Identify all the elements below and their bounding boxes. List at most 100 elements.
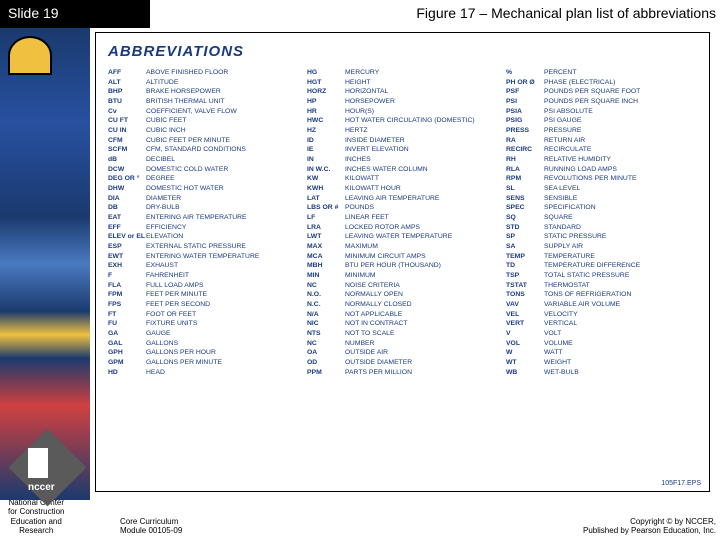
- abbreviation-row: NCNOISE CRITERIA: [307, 281, 498, 290]
- abbreviation-value: SQUARE: [544, 213, 697, 222]
- abbreviation-row: TSTATTHERMOSTAT: [506, 281, 697, 290]
- abbreviation-value: PSI GAUGE: [544, 116, 697, 125]
- abbreviation-row: AFFABOVE FINISHED FLOOR: [108, 68, 299, 77]
- abbreviation-key: SENS: [506, 194, 544, 203]
- figure-title: Figure 17 – Mechanical plan list of abbr…: [416, 5, 716, 21]
- abbreviation-row: MAXMAXIMUM: [307, 242, 498, 251]
- abbreviation-value: STATIC PRESSURE: [544, 232, 697, 241]
- abbreviation-key: NIC: [307, 319, 345, 328]
- abbreviation-key: TSTAT: [506, 281, 544, 290]
- abbreviation-key: WT: [506, 358, 544, 367]
- footer-org-line: Education and: [8, 517, 64, 527]
- abbreviation-key: LRA: [307, 223, 345, 232]
- abbreviation-row: HWCHOT WATER CIRCULATING (DOMESTIC): [307, 116, 498, 125]
- abbreviation-key: NC: [307, 281, 345, 290]
- abbreviation-key: ALT: [108, 78, 146, 87]
- abbreviation-value: REVOLUTIONS PER MINUTE: [544, 174, 697, 183]
- abbreviation-value: VARIABLE AIR VOLUME: [544, 300, 697, 309]
- abbreviation-key: LF: [307, 213, 345, 222]
- abbreviation-key: ELEV or EL: [108, 232, 146, 241]
- abbreviation-key: BTU: [108, 97, 146, 106]
- abbreviation-value: VOLT: [544, 329, 697, 338]
- abbreviation-value: ENTERING WATER TEMPERATURE: [146, 252, 299, 261]
- abbreviation-row: FUFIXTURE UNITS: [108, 319, 299, 328]
- abbreviation-row: GAGAUGE: [108, 329, 299, 338]
- abbreviation-key: EAT: [108, 213, 146, 222]
- abbreviation-value: KILOWATT HOUR: [345, 184, 498, 193]
- abbreviation-value: ABOVE FINISHED FLOOR: [146, 68, 299, 77]
- abbreviation-key: FPS: [108, 300, 146, 309]
- abbreviation-key: RECIRC: [506, 145, 544, 154]
- abbreviation-key: PSF: [506, 87, 544, 96]
- abbreviation-key: %: [506, 68, 544, 77]
- abbreviation-row: GPHGALLONS PER HOUR: [108, 348, 299, 357]
- abbreviation-value: VERTICAL: [544, 319, 697, 328]
- abbreviation-value: PERCENT: [544, 68, 697, 77]
- abbreviation-value: VELOCITY: [544, 310, 697, 319]
- abbreviation-key: FT: [108, 310, 146, 319]
- abbreviation-key: DB: [108, 203, 146, 212]
- abbreviation-value: BRAKE HORSEPOWER: [146, 87, 299, 96]
- abbreviation-key: EWT: [108, 252, 146, 261]
- footer-org-line: Research: [8, 526, 64, 536]
- abbreviation-key: GPH: [108, 348, 146, 357]
- abbreviation-value: BRITISH THERMAL UNIT: [146, 97, 299, 106]
- abbreviation-key: RH: [506, 155, 544, 164]
- abbreviation-value: HEAD: [146, 368, 299, 377]
- abbreviation-key: FLA: [108, 281, 146, 290]
- abbreviations-panel: ABBREVIATIONS AFFABOVE FINISHED FLOORALT…: [95, 32, 710, 492]
- abbreviation-row: PSIPOUNDS PER SQUARE INCH: [506, 97, 697, 106]
- abbreviation-value: WET-BULB: [544, 368, 697, 377]
- abbreviation-value: ENTERING AIR TEMPERATURE: [146, 213, 299, 222]
- abbreviation-row: EWTENTERING WATER TEMPERATURE: [108, 252, 299, 261]
- abbreviation-row: IEINVERT ELEVATION: [307, 145, 498, 154]
- abbreviation-value: HOUR(S): [345, 107, 498, 116]
- abbreviation-row: ALTALTITUDE: [108, 78, 299, 87]
- abbreviation-value: FEET PER SECOND: [146, 300, 299, 309]
- abbreviation-value: STANDARD: [544, 223, 697, 232]
- abbreviation-key: SL: [506, 184, 544, 193]
- abbreviation-row: VERTVERTICAL: [506, 319, 697, 328]
- abbreviation-value: WATT: [544, 348, 697, 357]
- abbreviation-key: KW: [307, 174, 345, 183]
- abbreviation-key: MCA: [307, 252, 345, 261]
- abbreviation-row: EATENTERING AIR TEMPERATURE: [108, 213, 299, 222]
- abbreviation-value: NOT TO SCALE: [345, 329, 498, 338]
- abbreviation-value: TOTAL STATIC PRESSURE: [544, 271, 697, 280]
- abbreviation-value: DIAMETER: [146, 194, 299, 203]
- abbreviation-row: TONSTONS OF REFRIGERATION: [506, 290, 697, 299]
- footer-mid-line: Module 00105-09: [120, 526, 182, 536]
- abbreviation-key: LAT: [307, 194, 345, 203]
- abbreviation-row: WWATT: [506, 348, 697, 357]
- abbreviation-key: LBS OR #: [307, 203, 345, 212]
- abbreviation-row: HORZHORIZONTAL: [307, 87, 498, 96]
- abbreviation-value: EXHAUST: [146, 261, 299, 270]
- abbreviation-row: IN W.C.INCHES WATER COLUMN: [307, 165, 498, 174]
- abbreviation-key: PH OR Ø: [506, 78, 544, 87]
- abbreviation-value: RELATIVE HUMIDITY: [544, 155, 697, 164]
- abbreviations-heading: ABBREVIATIONS: [108, 43, 697, 60]
- abbreviation-row: TEMPTEMPERATURE: [506, 252, 697, 261]
- abbreviation-key: VEL: [506, 310, 544, 319]
- abbreviation-key: GA: [108, 329, 146, 338]
- abbreviation-row: PH OR ØPHASE (ELECTRICAL): [506, 78, 697, 87]
- abbreviation-value: DEGREE: [146, 174, 299, 183]
- abbreviation-key: WB: [506, 368, 544, 377]
- abbreviation-value: NOISE CRITERIA: [345, 281, 498, 290]
- abbreviation-row: SASUPPLY AIR: [506, 242, 697, 251]
- footer-mid-line: Core Curriculum: [120, 517, 182, 527]
- abbreviation-row: IDINSIDE DIAMETER: [307, 136, 498, 145]
- abbreviation-value: HEIGHT: [345, 78, 498, 87]
- abbreviation-value: SUPPLY AIR: [544, 242, 697, 251]
- abbreviation-row: VELVELOCITY: [506, 310, 697, 319]
- abbreviation-value: EXTERNAL STATIC PRESSURE: [146, 242, 299, 251]
- abbreviation-row: PSIAPSI ABSOLUTE: [506, 107, 697, 116]
- abbreviation-value: LEAVING AIR TEMPERATURE: [345, 194, 498, 203]
- abbreviation-row: FPMFEET PER MINUTE: [108, 290, 299, 299]
- abbreviation-row: DBDRY-BULB: [108, 203, 299, 212]
- abbreviation-value: ELEVATION: [146, 232, 299, 241]
- abbreviation-key: OA: [307, 348, 345, 357]
- abbreviation-row: SCFMCFM, STANDARD CONDITIONS: [108, 145, 299, 154]
- abbreviation-row: LBS OR #POUNDS: [307, 203, 498, 212]
- abbreviation-value: MINIMUM: [345, 271, 498, 280]
